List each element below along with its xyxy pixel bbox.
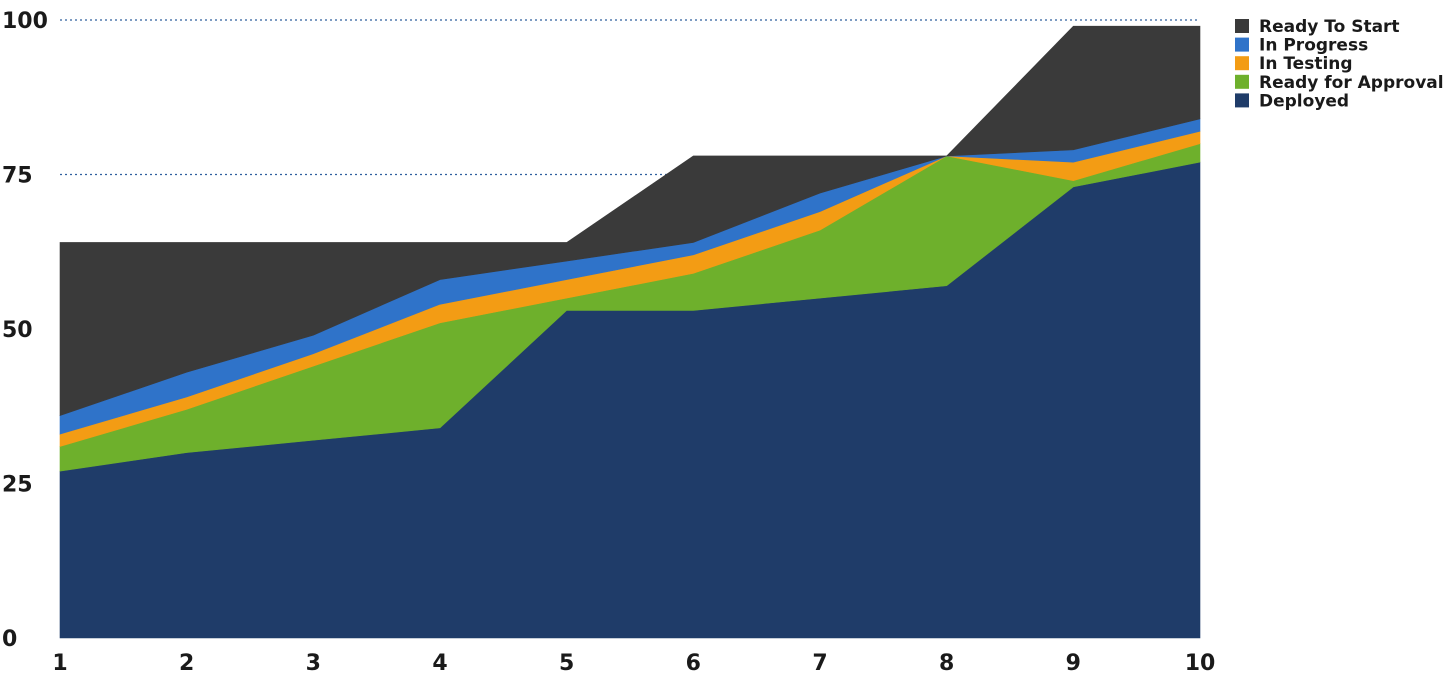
legend-swatch-ready-to-start: [1235, 19, 1249, 33]
x-tick-1: 1: [52, 651, 67, 676]
x-tick-2: 2: [179, 651, 194, 676]
x-tick-6: 6: [686, 651, 701, 676]
x-tick-5: 5: [559, 651, 574, 676]
y-tick-50: 50: [2, 318, 33, 343]
x-tick-7: 7: [812, 651, 827, 676]
legend-label-ready-to-start: Ready To Start: [1259, 17, 1400, 37]
legend-swatch-ready-for-approval: [1235, 74, 1249, 89]
x-tick-4: 4: [432, 651, 447, 676]
x-tick-8: 8: [939, 651, 954, 676]
legend-label-in-testing: In Testing: [1259, 54, 1353, 74]
y-tick-0: 0: [2, 627, 17, 652]
legend-swatch-in-progress: [1235, 37, 1249, 52]
x-axis-tick-labels: 1 2 3 4 5 6 7 8 9 10: [52, 651, 1215, 676]
legend-label-ready-for-approval: Ready for Approval: [1259, 73, 1444, 93]
legend-label-deployed: Deployed: [1259, 91, 1349, 111]
x-tick-10: 10: [1185, 651, 1216, 676]
legend-swatch-deployed: [1235, 93, 1249, 108]
x-tick-3: 3: [306, 651, 321, 676]
y-tick-75: 75: [2, 164, 33, 189]
x-tick-9: 9: [1066, 651, 1081, 676]
legend-swatch-in-testing: [1235, 56, 1249, 71]
y-axis-tick-labels: 0 25 50 75 100: [2, 9, 48, 652]
legend-label-in-progress: In Progress: [1259, 36, 1368, 56]
y-tick-25: 25: [2, 473, 33, 498]
y-tick-100: 100: [2, 9, 48, 34]
area-ready-to-start: [59, 25, 1201, 416]
area-series-group: [59, 25, 1201, 639]
